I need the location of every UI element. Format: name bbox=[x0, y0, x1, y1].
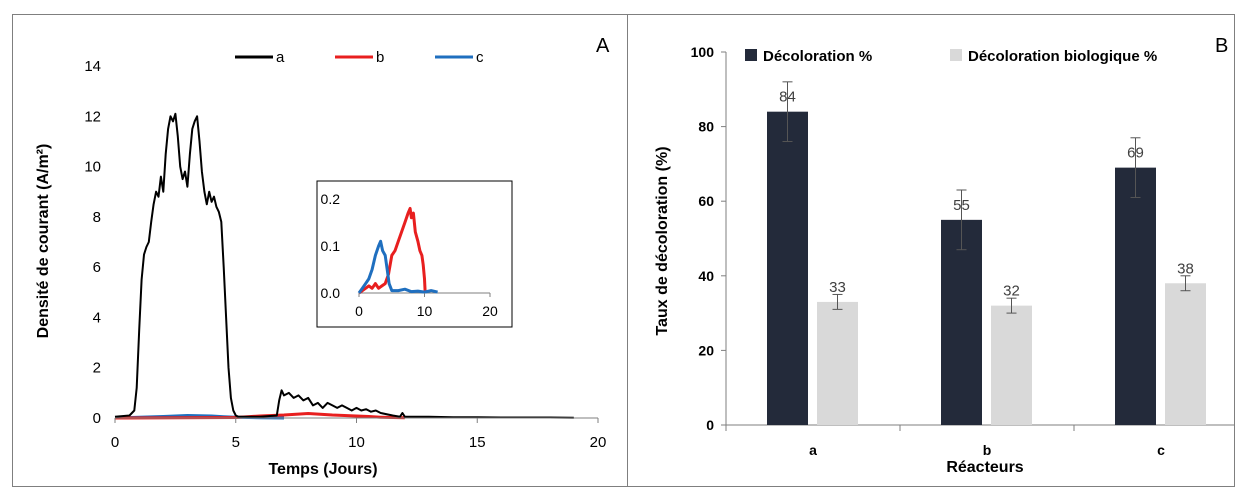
y-axis-title: Densité de courant (A/m²) bbox=[35, 144, 52, 339]
legend-label: Décoloration biologique % bbox=[968, 48, 1157, 65]
y-tick-label: 10 bbox=[84, 159, 101, 176]
bar-decoloration-a bbox=[767, 111, 808, 426]
x-tick-label: 0 bbox=[111, 434, 119, 451]
inset-series-line-b bbox=[358, 206, 427, 295]
legend-label: c bbox=[476, 49, 484, 66]
x-tick-label: 20 bbox=[590, 434, 607, 451]
y-tick-label: 14 bbox=[84, 58, 101, 75]
x-tick-label: a bbox=[809, 442, 817, 458]
legend-label: Décoloration % bbox=[763, 48, 872, 65]
x-tick-label: 10 bbox=[348, 434, 365, 451]
y-tick-label: 0 bbox=[706, 417, 714, 433]
x-axis-title: Réacteurs bbox=[946, 459, 1023, 476]
inset-series-line-c bbox=[357, 239, 438, 294]
legend-swatch bbox=[950, 49, 962, 61]
legend: Décoloration % Décoloration biologique % bbox=[745, 48, 1157, 65]
inset-y-tick-label: 0.0 bbox=[321, 285, 341, 301]
bar-decoloration-biologique-a bbox=[817, 301, 858, 425]
bar-decoloration-biologique-c bbox=[1165, 283, 1206, 425]
x-tick-label: b bbox=[983, 442, 992, 458]
x-axis-title: Temps (Jours) bbox=[268, 461, 377, 478]
y-tick-label: 4 bbox=[93, 309, 101, 326]
bar-decoloration-c bbox=[1115, 167, 1156, 425]
panel-b-label: B bbox=[1215, 35, 1228, 57]
bar-decoloration-biologique-b bbox=[991, 305, 1032, 425]
y-tick-label: 0 bbox=[93, 410, 101, 427]
inset-x-tick-label: 20 bbox=[482, 303, 498, 319]
legend-label: b bbox=[376, 49, 384, 66]
x-tick-label: 15 bbox=[469, 434, 486, 451]
data-label: 38 bbox=[1177, 260, 1194, 277]
y-tick-label: 60 bbox=[698, 193, 714, 209]
inset-chart: 0 10 20 0.0 0.1 0.2 bbox=[316, 180, 513, 328]
y-tick-label: 12 bbox=[84, 108, 101, 125]
x-tick-label: 5 bbox=[232, 434, 240, 451]
current-density-chart: 0 5 10 15 20 0 2 4 6 8 10 12 14 Temps (Jours) Densi… bbox=[35, 49, 606, 478]
legend-swatch bbox=[745, 49, 757, 61]
legend: a b c bbox=[235, 49, 484, 66]
data-label: 32 bbox=[1003, 283, 1020, 300]
data-label: 69 bbox=[1127, 145, 1144, 162]
data-label: 55 bbox=[953, 197, 970, 214]
y-tick-label: 80 bbox=[698, 119, 714, 135]
y-tick-label: 6 bbox=[93, 259, 101, 276]
data-label: 33 bbox=[829, 279, 846, 296]
y-tick-label: 20 bbox=[698, 342, 714, 358]
inset-y-tick-label: 0.1 bbox=[321, 238, 341, 254]
panel-a-label: A bbox=[596, 35, 610, 57]
y-tick-label: 8 bbox=[93, 209, 101, 226]
legend-label: a bbox=[276, 49, 285, 66]
y-tick-label: 40 bbox=[698, 268, 714, 284]
bar-decoloration-b bbox=[941, 219, 982, 425]
y-tick-label: 100 bbox=[691, 44, 715, 60]
y-tick-label: 2 bbox=[93, 360, 101, 377]
inset-y-tick-label: 0.2 bbox=[321, 191, 341, 207]
inset-x-tick-label: 10 bbox=[417, 303, 433, 319]
x-tick-label: c bbox=[1157, 442, 1165, 458]
y-axis-title: Taux de décoloration (%) bbox=[654, 146, 671, 335]
series-line-a bbox=[114, 112, 574, 419]
inset-x-tick-label: 0 bbox=[355, 303, 363, 319]
data-label: 84 bbox=[779, 89, 796, 106]
inset-frame bbox=[316, 180, 513, 328]
